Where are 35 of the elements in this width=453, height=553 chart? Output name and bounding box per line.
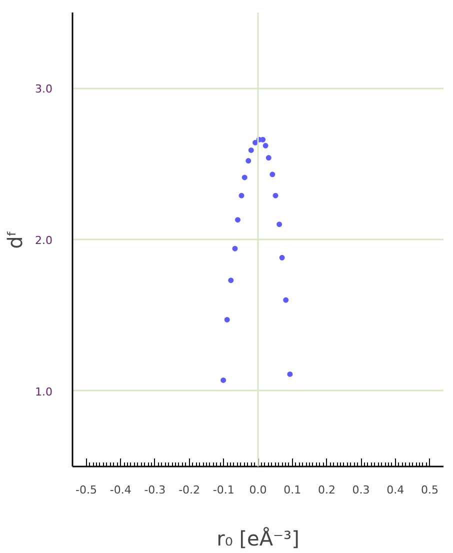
point: [232, 246, 238, 252]
point: [220, 377, 226, 383]
point: [262, 142, 268, 148]
y-axis-title: dᶠ: [3, 230, 28, 249]
y-tick-label: 1.0: [35, 385, 53, 398]
point: [283, 297, 289, 303]
point: [234, 217, 240, 223]
point: [248, 147, 254, 153]
x-tick-label: -0.1: [212, 484, 234, 496]
point: [252, 140, 258, 146]
x-tick-label: -0.5: [76, 484, 97, 496]
point: [287, 371, 293, 377]
x-tick-label: 0.4: [386, 484, 404, 496]
point: [266, 155, 272, 161]
point: [224, 316, 230, 322]
x-tick-label: -0.3: [144, 484, 166, 496]
x-tick-label: -0.4: [110, 484, 132, 496]
point: [272, 192, 278, 198]
x-tick-label: 0.5: [421, 484, 439, 496]
point: [279, 254, 285, 260]
x-axis-title: r₀ [eÅ⁻³]: [216, 526, 300, 550]
point: [260, 136, 266, 142]
x-tick-label: 0.2: [318, 484, 336, 496]
point: [276, 222, 282, 228]
y-tick-label: 3.0: [35, 82, 53, 96]
x-tick-label: 0.3: [352, 484, 370, 496]
point: [270, 172, 276, 178]
point: [246, 158, 252, 164]
x-tick-label: 0.1: [284, 484, 302, 496]
point: [242, 174, 248, 180]
x-tick-label: -0.2: [178, 484, 200, 496]
x-tick-label: 0.0: [249, 484, 267, 496]
y-tick-label: 2.0: [35, 234, 53, 247]
point: [238, 192, 244, 198]
point: [228, 278, 234, 284]
